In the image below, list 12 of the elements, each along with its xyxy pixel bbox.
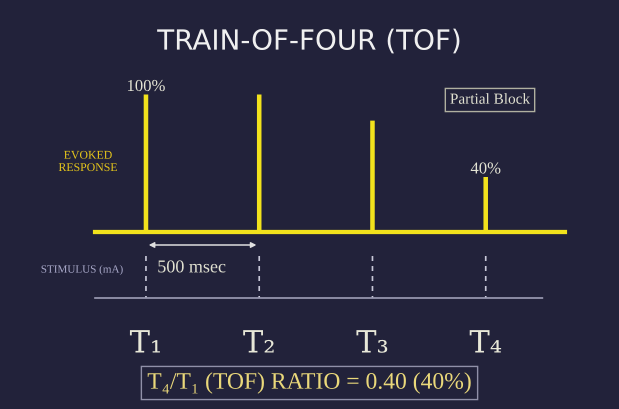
x-tick-label: T₁ [130, 330, 160, 353]
x-tick-label: T₂ [243, 330, 274, 353]
data-label: 100% [128, 80, 165, 92]
annotation: Partial Block [450, 93, 530, 104]
x-tick-label: T₃ [356, 330, 388, 353]
text: STIMULUS (mA) [42, 264, 123, 276]
text: 500 msec [158, 260, 226, 273]
x-tick-label: T₄ [470, 330, 502, 353]
chart-title: TRAIN-OF-FOUR (TOF) [157, 28, 460, 54]
text: T₄/T₁ (TOF) RATIO = 0.40 (40%) [148, 372, 471, 394]
data-label: 40% [470, 162, 500, 174]
y-axis-title: EVOKED RESPONSE [58, 150, 117, 172]
